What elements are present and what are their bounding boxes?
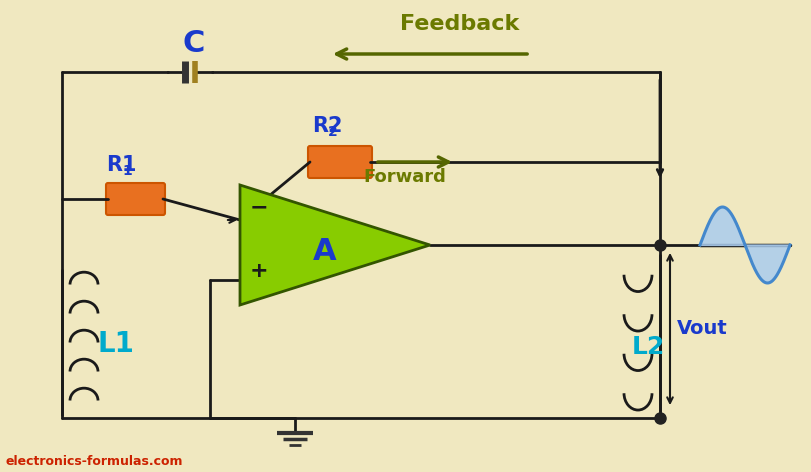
Text: 2: 2 [328, 125, 337, 139]
Text: Vout: Vout [677, 320, 727, 338]
Text: +: + [250, 261, 268, 281]
Text: C: C [182, 29, 204, 58]
Text: A: A [313, 236, 337, 265]
FancyBboxPatch shape [308, 146, 372, 178]
Text: Feedback: Feedback [401, 14, 520, 34]
Text: L1: L1 [98, 330, 135, 358]
Text: 1: 1 [122, 164, 131, 178]
Text: electronics-formulas.com: electronics-formulas.com [5, 455, 182, 468]
Text: Forward: Forward [363, 168, 446, 186]
Text: R1: R1 [106, 155, 136, 175]
Polygon shape [240, 185, 430, 305]
FancyBboxPatch shape [106, 183, 165, 215]
Text: R2: R2 [312, 116, 342, 136]
Text: L2: L2 [632, 335, 665, 359]
Text: −: − [250, 197, 268, 217]
